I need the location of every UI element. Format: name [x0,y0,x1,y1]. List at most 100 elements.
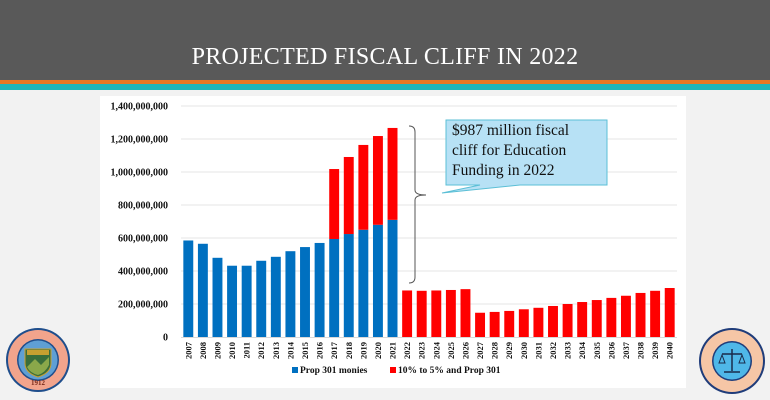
x-tick-label: 2018 [344,342,354,359]
x-tick-label: 2036 [606,342,616,359]
bar-prop301-2010 [227,265,238,337]
bar-10-to-5-2033 [562,304,573,337]
bar-prop301-2012 [256,260,267,337]
x-tick-label: 2012 [256,342,266,359]
bar-10-to-5-2021 [387,127,398,220]
bar-10-to-5-2019 [358,144,369,230]
legend-swatch-prop301 [292,367,298,373]
x-tick-label: 2014 [285,341,295,359]
bar-10-to-5-2032 [548,305,558,337]
callout-line: $987 million fiscal [452,122,570,139]
arizona-state-seal-icon: 1912 [6,328,70,392]
bar-10-to-5-2034 [577,302,588,337]
y-tick-label: 1,000,000,000 [111,168,169,179]
x-tick-label: 2037 [621,341,631,359]
x-tick-label: 2032 [548,342,558,359]
x-tick-label: 2007 [183,341,193,359]
header-stripe-teal [0,84,770,90]
x-tick-label: 2031 [533,342,543,359]
legend-swatch-10-to-5 [390,367,396,373]
y-tick-label: 400,000,000 [118,267,168,278]
bar-10-to-5-2040 [664,287,675,337]
bar-10-to-5-2025 [445,289,456,337]
legend: Prop 301 monies 10% to 5% and Prop 301 [292,366,501,376]
bar-prop301-2019 [358,229,369,337]
x-axis-ticks: 2007 2008 2009 2010 2011 2012 2013 2014 2015 2016… [183,341,674,359]
x-tick-label: 2028 [490,342,500,359]
x-tick-label: 2040 [665,342,675,359]
y-tick-label: 1,400,000,000 [111,102,169,113]
bar-10-to-5-2035 [591,300,602,337]
bar-10-to-5-2039 [650,290,661,337]
x-tick-label: 2029 [504,342,514,359]
callout-text: $987 million fiscal cliff for Education … [452,121,602,181]
x-tick-label: 2027 [475,341,485,359]
y-tick-label: 200,000,000 [118,300,168,311]
legend-label-10-to-5: 10% to 5% and Prop 301 [398,366,501,376]
x-tick-label: 2009 [212,342,222,359]
bar-10-to-5-2022 [402,290,413,337]
bar-10-to-5-2037 [620,295,631,337]
callout-line: Funding in 2022 [452,162,555,179]
bar-10-to-5-2036 [606,297,617,337]
bar-10-to-5-2018 [343,156,354,235]
bar-10-to-5-2020 [372,136,383,225]
slide-header [0,0,770,80]
state-treasurer-seal-icon [699,328,765,394]
bar-10-to-5-2026 [460,289,471,337]
bar-prop301-2016 [314,242,325,337]
bar-prop301-2021 [387,219,398,337]
x-tick-label: 2020 [373,342,383,359]
bar-10-to-5-2028 [489,311,500,337]
x-tick-label: 2039 [650,342,660,359]
x-tick-label: 2011 [242,342,252,359]
x-tick-label: 2035 [592,342,602,359]
bar-prop301-2014 [285,251,296,337]
x-tick-label: 2019 [358,342,368,359]
bar-prop301-2015 [300,247,310,337]
x-tick-label: 2023 [417,342,427,359]
bar-10-to-5-2030 [518,309,529,337]
x-tick-label: 2030 [519,342,529,359]
x-tick-label: 2025 [446,342,456,359]
bar-prop301-2009 [212,257,223,337]
x-tick-label: 2034 [577,341,587,359]
x-tick-label: 2022 [402,342,412,359]
bar-prop301-2017 [329,238,340,337]
y-tick-label: 600,000,000 [118,234,168,245]
bar-10-to-5-2023 [416,290,427,337]
x-tick-label: 2024 [431,341,441,359]
bar-10-to-5-2024 [431,290,442,337]
y-tick-label: 0 [163,333,168,344]
y-tick-label: 800,000,000 [118,201,168,212]
x-tick-label: 2008 [198,342,208,359]
bar-prop301-2018 [343,234,354,337]
bar-prop301-2008 [197,243,208,337]
bar-prop301-2007 [183,240,194,337]
bar-10-to-5-2031 [533,307,544,337]
x-tick-label: 2026 [460,342,470,359]
y-tick-label: 1,200,000,000 [111,135,169,146]
bar-prop301-2011 [241,265,252,337]
callout-line: cliff for Education [452,142,567,159]
x-tick-label: 2038 [636,342,646,359]
callout-box [441,119,608,194]
header-stripe-orange [0,80,770,84]
bar-10-to-5-2038 [635,292,646,337]
x-tick-label: 2017 [329,341,339,359]
x-tick-label: 2013 [271,342,281,359]
bar-prop301-2013 [270,256,281,337]
slide-title: PROJECTED FISCAL CLIFF IN 2022 [191,44,579,70]
x-tick-label: 2021 [388,342,398,359]
bar-10-to-5-2017 [329,169,340,239]
legend-label-prop301: Prop 301 monies [300,366,368,376]
bar-10-to-5-2027 [475,312,486,337]
x-tick-label: 2015 [300,342,310,359]
seal-year: 1912 [31,379,46,387]
x-tick-label: 2010 [227,342,237,359]
bars [183,127,675,337]
x-tick-label: 2033 [563,342,573,359]
brace-annotation [408,125,427,284]
y-axis-ticks: 0 200,000,000 400,000,000 600,000,000 800,00… [111,102,169,344]
